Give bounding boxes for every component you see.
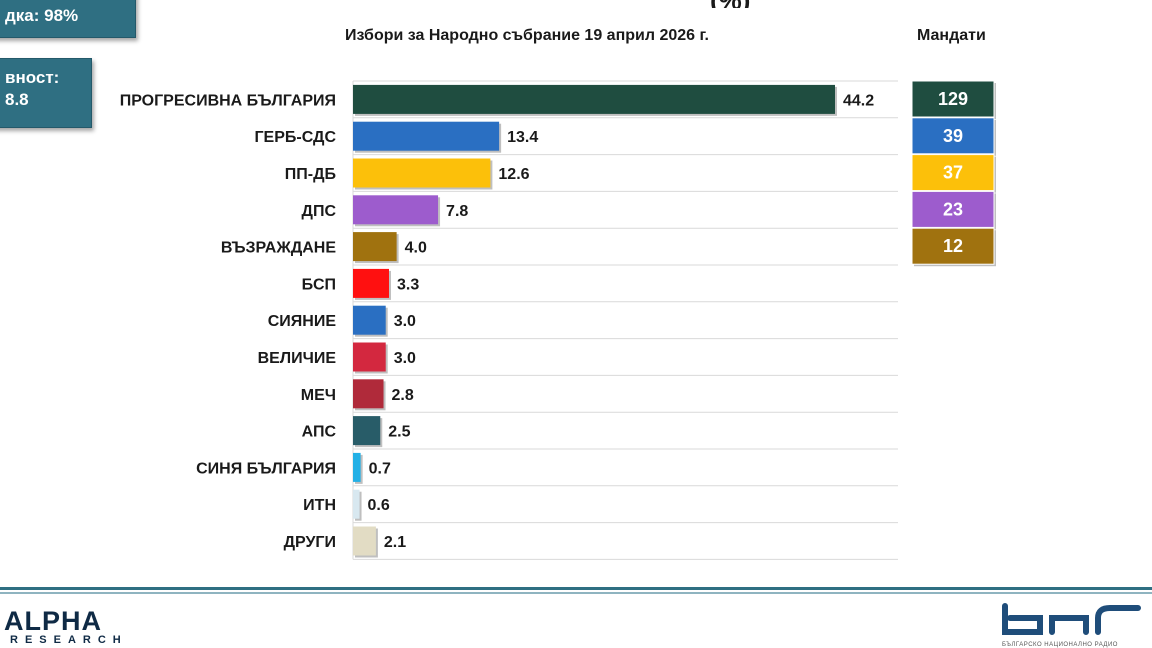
- turnout-label: вност:: [5, 68, 60, 87]
- title-fragment-text: (%): [710, 0, 750, 8]
- seat-box: [911, 190, 995, 228]
- value-label: 2.1: [384, 534, 406, 551]
- processed-protocols-badge: дка: 98%: [0, 0, 136, 38]
- category-label: СИЯНИЕ: [268, 313, 337, 330]
- bar: [353, 305, 386, 335]
- processed-label: дка: 98%: [5, 6, 79, 25]
- page-title-fragment: (%): [330, 0, 750, 8]
- value-label: 3.0: [394, 350, 416, 367]
- seat-box: [911, 80, 995, 118]
- seat-box: [911, 227, 995, 265]
- category-label: СИНЯ БЪЛГАРИЯ: [196, 460, 336, 477]
- value-label: 3.3: [397, 276, 419, 293]
- bnr-logo-icon: [1002, 603, 1141, 635]
- footer-divider: [0, 587, 1152, 590]
- turnout-value: 8.8: [5, 90, 29, 109]
- value-label: 0.7: [369, 460, 391, 477]
- alpha-research-logo: ALPHA RESEARCH: [4, 606, 128, 647]
- turnout-badge: вност: 8.8: [0, 58, 92, 128]
- chart-subtitle: Избори за Народно събрание 19 април 2026…: [345, 27, 709, 44]
- bar: [353, 379, 384, 409]
- category-label: ПРОГРЕСИВНА БЪЛГАРИЯ: [120, 92, 336, 109]
- seat-box: [911, 117, 995, 155]
- bar: [353, 84, 835, 114]
- bar: [353, 526, 376, 556]
- seat-value: 37: [943, 163, 963, 183]
- category-label: ВЕЛИЧИЕ: [258, 350, 337, 367]
- bar: [353, 452, 361, 482]
- category-label: МЕЧ: [301, 387, 336, 404]
- seats-column-title: Мандати: [917, 27, 986, 44]
- footer-divider-thin: [0, 592, 1152, 594]
- seat-value: 23: [943, 199, 963, 219]
- category-label: ГЕРБ-СДС: [254, 129, 336, 146]
- value-label: 12.6: [498, 166, 529, 183]
- seat-value: 129: [938, 89, 968, 109]
- alpha-logo-main: ALPHA: [4, 606, 102, 636]
- category-label: ДРУГИ: [284, 534, 336, 551]
- category-label: ДПС: [302, 203, 337, 220]
- seat-value: 12: [943, 236, 963, 256]
- alpha-logo-sub: RESEARCH: [10, 634, 128, 646]
- value-label: 0.6: [368, 497, 390, 514]
- bar: [353, 232, 397, 262]
- category-label: ВЪЗРАЖДАНЕ: [221, 240, 336, 257]
- value-label: 2.5: [388, 424, 410, 441]
- value-label: 3.0: [394, 313, 416, 330]
- bar: [353, 342, 386, 372]
- bar: [353, 158, 491, 188]
- bar: [353, 195, 439, 225]
- bar: [353, 268, 389, 298]
- value-label: 2.8: [392, 387, 414, 404]
- bar: [353, 489, 360, 519]
- bnr-caption: БЪЛГАРСКО НАЦИОНАЛНО РАДИО: [1002, 642, 1118, 648]
- category-label: БСП: [302, 276, 336, 293]
- seat-value: 39: [943, 126, 963, 146]
- seat-box: [911, 154, 995, 192]
- bar: [353, 416, 381, 446]
- value-label: 13.4: [507, 129, 538, 146]
- value-label: 4.0: [405, 240, 427, 257]
- value-label: 44.2: [843, 92, 874, 109]
- results-chart: ПРОГРЕСИВНА БЪЛГАРИЯ 44.2 ГЕРБ-СДС 13.4 ПП-Д…: [120, 80, 996, 560]
- category-label: АПС: [302, 424, 337, 441]
- bnr-logo: БЪЛГАРСКО НАЦИОНАЛНО РАДИО: [1000, 602, 1150, 648]
- bar: [353, 121, 500, 151]
- value-label: 7.8: [446, 203, 468, 220]
- category-label: ИТН: [303, 497, 336, 514]
- category-label: ПП-ДБ: [285, 166, 336, 183]
